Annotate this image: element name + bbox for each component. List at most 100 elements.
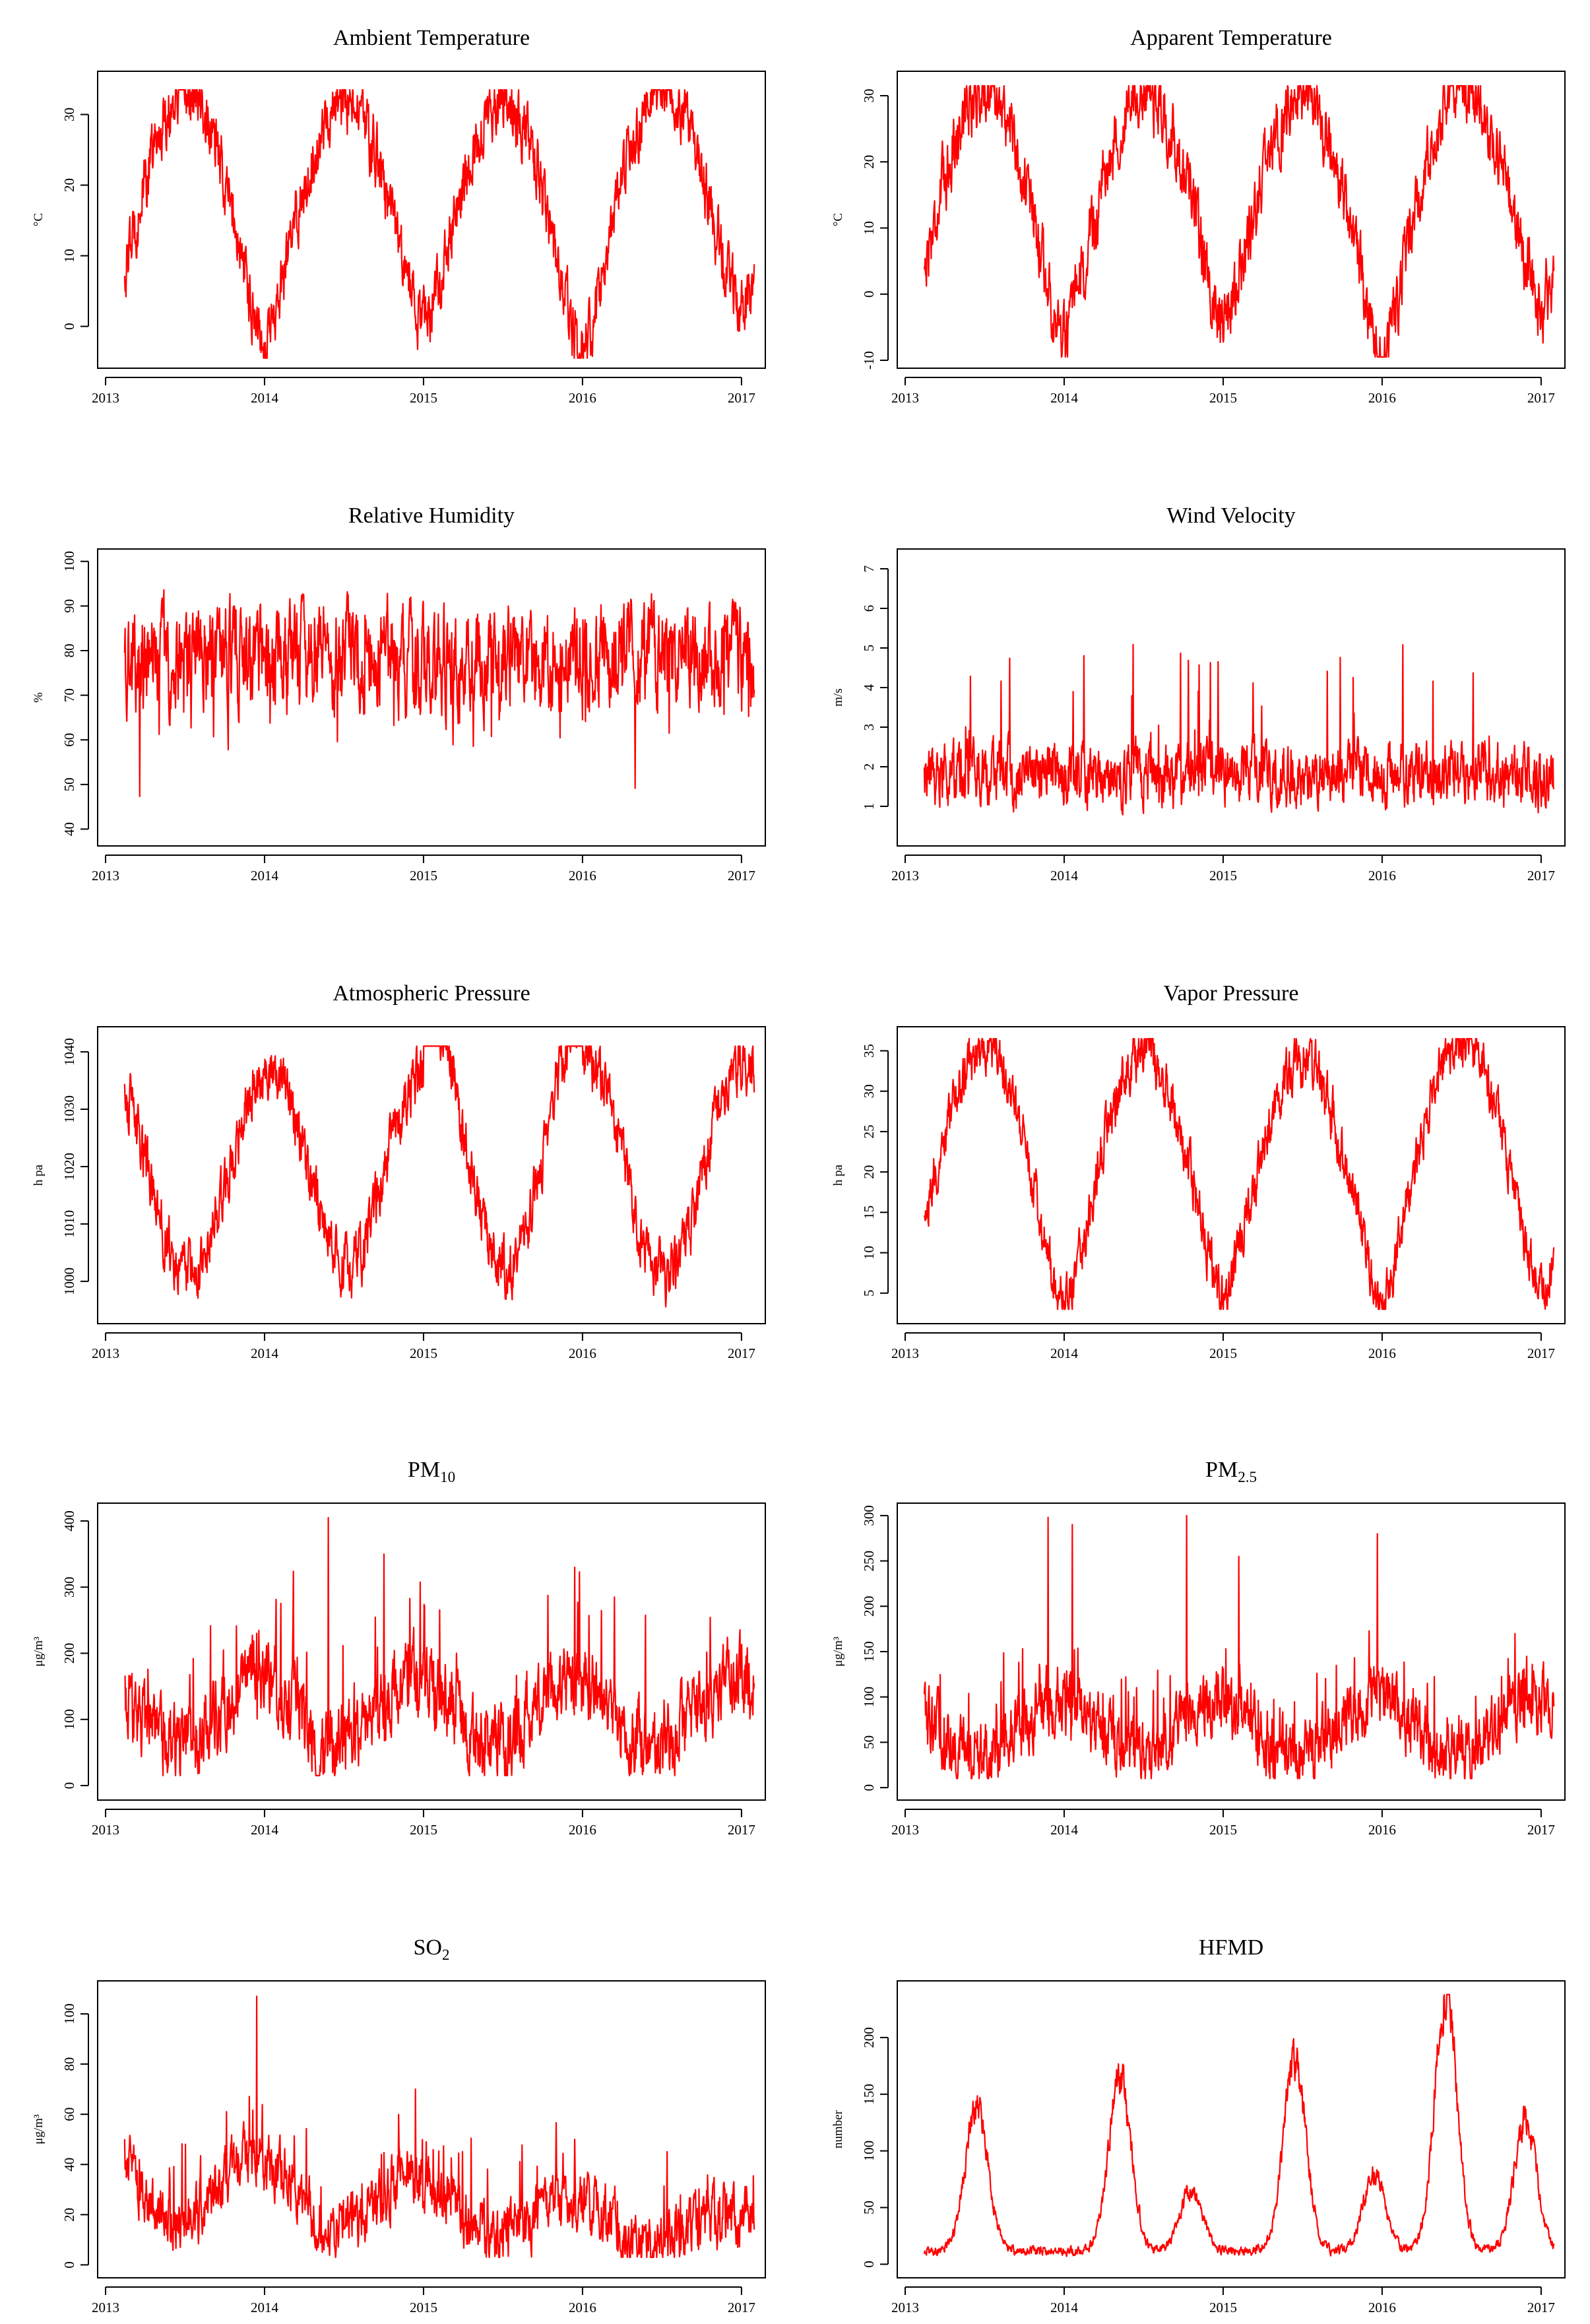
chart-panel-so2: SO2 0 20 40 60 80 100 μg/m³ 2013 2014 2015 2016 2017: [32, 1935, 766, 2315]
y-tick-label: -10: [861, 351, 877, 370]
x-tick-label: 2014: [251, 868, 279, 884]
chart-title: Wind Velocity: [1166, 503, 1295, 528]
y-tick-label: 1030: [61, 1095, 77, 1123]
y-tick-label: 20: [861, 155, 877, 169]
y-tick-label: 10: [861, 1246, 877, 1260]
y-tick-label: 3: [861, 724, 877, 731]
plot-frame: [97, 1980, 766, 2278]
y-tick-label: 200: [861, 1596, 877, 1617]
chart-title: Apparent Temperature: [1130, 26, 1332, 50]
y-tick-label: 25: [861, 1124, 877, 1138]
y-tick-label: 7: [861, 565, 877, 573]
chart-panel-apt: Apparent Temperature -10 0 10 20 30 °C 2013 2014…: [831, 26, 1566, 406]
chart-title-subscript: 10: [440, 1469, 455, 1485]
x-tick-label: 2016: [569, 868, 596, 884]
y-tick-label: 200: [861, 2027, 877, 2048]
chart-title-subscript: 2: [442, 1947, 450, 1963]
plot-frame: [97, 548, 766, 847]
y-tick-label: 0: [61, 323, 77, 330]
y-tick-label: 250: [861, 1551, 877, 1572]
x-tick-label: 2016: [1368, 1345, 1396, 1361]
x-tick-label: 2015: [1209, 1345, 1237, 1361]
chart-title: PM2.5: [1205, 1458, 1257, 1485]
x-tick-label: 2017: [1527, 1345, 1555, 1361]
y-tick-label: 50: [61, 777, 77, 791]
chart-title: Relative Humidity: [348, 503, 515, 528]
x-tick-label: 2015: [1209, 868, 1237, 884]
y-tick-label: 1: [861, 803, 877, 810]
x-tick-label: 2017: [728, 2300, 755, 2315]
y-tick-label: 30: [861, 1084, 877, 1098]
y-axis-label: number: [831, 2110, 845, 2148]
plot-frame: [97, 1026, 766, 1324]
y-tick-label: 35: [861, 1044, 877, 1058]
chart-panel-pm25: PM2.5 0 50 100 150 200 250 300 μg/m³ 2013 2014 2015…: [831, 1458, 1566, 1838]
plot-frame: [97, 1502, 766, 1801]
x-tick-label: 2016: [569, 1345, 596, 1361]
y-tick-label: 100: [861, 1687, 877, 1708]
x-tick-label: 2015: [410, 1345, 437, 1361]
series-line-at: [123, 89, 755, 359]
y-tick-label: 200: [61, 1643, 77, 1664]
y-tick-label: 10: [61, 249, 77, 263]
chart-title: Vapor Pressure: [1164, 981, 1299, 1006]
x-tick-label: 2014: [1050, 390, 1079, 406]
x-tick-label: 2013: [92, 868, 119, 884]
y-tick-label: 30: [861, 89, 877, 103]
y-axis-label: °C: [32, 213, 46, 226]
x-tick-label: 2016: [1368, 1822, 1396, 1838]
x-tick-label: 2013: [891, 1822, 919, 1838]
y-axis-label: h pa: [32, 1164, 46, 1186]
y-tick-label: 1010: [61, 1210, 77, 1238]
y-tick-label: 100: [61, 2003, 77, 2024]
y-tick-label: 70: [61, 688, 77, 702]
x-tick-label: 2013: [891, 1345, 919, 1361]
chart-title: PM10: [408, 1458, 455, 1485]
y-tick-label: 80: [61, 2057, 77, 2071]
y-tick-label: 150: [861, 2084, 877, 2105]
series-line-vp: [923, 1038, 1555, 1310]
series-line-apt: [923, 84, 1555, 358]
x-tick-label: 2017: [728, 390, 755, 406]
x-tick-label: 2015: [410, 390, 437, 406]
y-tick-label: 30: [61, 108, 77, 121]
y-axis-label: μg/m³: [32, 2114, 46, 2145]
y-tick-label: 60: [61, 2108, 77, 2121]
plot-frame: [897, 548, 1566, 847]
series-line-wv: [923, 643, 1555, 816]
x-tick-label: 2017: [1527, 390, 1555, 406]
x-tick-label: 2013: [92, 2300, 119, 2315]
series-line-hfmd: [923, 1993, 1555, 2257]
x-tick-label: 2016: [1368, 2300, 1396, 2315]
y-tick-label: 400: [61, 1510, 77, 1532]
y-tick-label: 20: [61, 2208, 77, 2222]
series-line-ap: [123, 1045, 755, 1308]
y-axis-label: %: [32, 692, 46, 703]
x-tick-label: 2017: [728, 1822, 755, 1838]
x-tick-label: 2015: [1209, 2300, 1237, 2315]
y-tick-label: 10: [861, 221, 877, 235]
chart-title: Ambient Temperature: [333, 26, 530, 50]
x-tick-label: 2014: [251, 1822, 279, 1838]
y-tick-label: 80: [61, 644, 77, 658]
y-axis-label: °C: [831, 213, 845, 226]
y-tick-label: 50: [861, 2201, 877, 2214]
chart-title: Atmospheric Pressure: [333, 981, 530, 1006]
x-tick-label: 2017: [728, 1345, 755, 1361]
y-tick-label: 60: [61, 733, 77, 747]
y-tick-label: 0: [861, 291, 877, 298]
y-tick-label: 0: [861, 1784, 877, 1791]
x-tick-label: 2016: [1368, 390, 1396, 406]
x-tick-label: 2014: [251, 1345, 279, 1361]
x-tick-label: 2015: [1209, 1822, 1237, 1838]
y-tick-label: 5: [861, 1289, 877, 1297]
chart-title: HFMD: [1199, 1935, 1263, 1960]
x-tick-label: 2013: [92, 390, 119, 406]
x-tick-label: 2017: [1527, 1822, 1555, 1838]
y-axis-label: μg/m³: [32, 1636, 46, 1667]
plot-frame: [897, 1026, 1566, 1324]
y-tick-label: 1020: [61, 1153, 77, 1180]
y-tick-label: 0: [61, 1782, 77, 1790]
plot-frame: [897, 71, 1566, 369]
y-axis-label: μg/m³: [831, 1636, 845, 1667]
